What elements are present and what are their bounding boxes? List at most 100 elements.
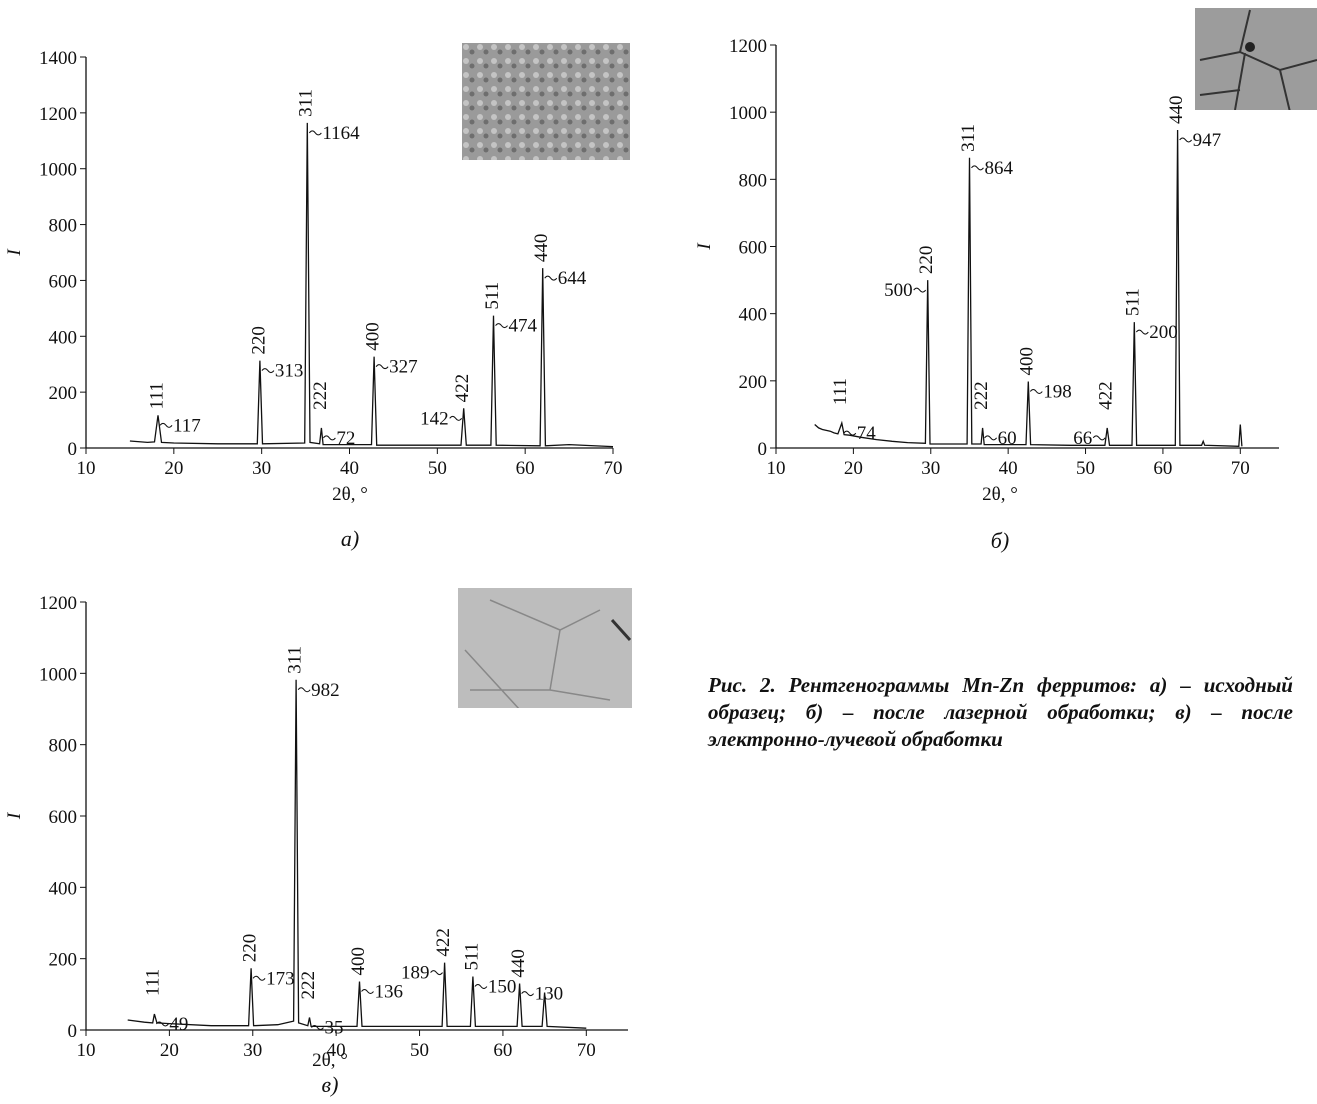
leader bbox=[474, 984, 488, 989]
x-tick-label: 70 bbox=[1231, 458, 1250, 479]
leader bbox=[521, 991, 534, 997]
leader bbox=[155, 1021, 169, 1027]
x-tick-label: 60 bbox=[493, 1040, 512, 1061]
peak-value: 136 bbox=[375, 981, 404, 1002]
peak-value: 74 bbox=[857, 423, 877, 444]
x-axis-title: 2θ, ° bbox=[332, 484, 368, 505]
leader bbox=[311, 1025, 324, 1031]
peak-value: 35 bbox=[324, 1018, 343, 1039]
peak-value: 66 bbox=[1073, 428, 1092, 449]
leader bbox=[544, 275, 558, 281]
peak-value: 49 bbox=[169, 1014, 188, 1035]
peak-value: 327 bbox=[389, 357, 418, 378]
spectrum-line bbox=[814, 129, 1243, 447]
panel-label: б) bbox=[991, 528, 1009, 553]
leader bbox=[449, 415, 463, 421]
panel-label: а) bbox=[341, 526, 359, 551]
peak-value: 864 bbox=[984, 158, 1013, 179]
peak-value: 200 bbox=[1149, 322, 1178, 343]
y-tick-label: 200 bbox=[739, 372, 768, 393]
y-tick-label: 600 bbox=[739, 238, 768, 259]
x-tick-label: 30 bbox=[252, 458, 271, 479]
peak-value: 189 bbox=[401, 963, 430, 984]
y-tick-label: 1000 bbox=[729, 103, 767, 124]
x-axis-title: 2θ, ° bbox=[312, 1050, 348, 1071]
leader bbox=[1029, 389, 1043, 394]
x-tick-label: 20 bbox=[164, 458, 183, 479]
hkl-label: 311 bbox=[296, 89, 317, 117]
y-axis-title: I bbox=[4, 811, 25, 820]
x-tick-label: 20 bbox=[160, 1040, 179, 1061]
peak-value: 313 bbox=[275, 361, 304, 382]
hkl-label: 422 bbox=[433, 928, 454, 957]
hkl-label: 422 bbox=[1096, 381, 1117, 410]
leader bbox=[159, 422, 173, 428]
leader bbox=[971, 165, 984, 171]
hkl-label: 440 bbox=[531, 234, 552, 263]
peak-value: 947 bbox=[1193, 130, 1222, 151]
x-tick-label: 10 bbox=[767, 458, 786, 479]
sem-inset bbox=[458, 8, 1317, 718]
peak-value: 117 bbox=[173, 415, 201, 436]
y-tick-label: 1200 bbox=[39, 104, 77, 125]
hkl-label: 311 bbox=[284, 646, 305, 674]
x-tick-label: 10 bbox=[77, 458, 96, 479]
peak-value: 500 bbox=[884, 280, 913, 301]
y-tick-label: 0 bbox=[68, 439, 78, 460]
y-tick-label: 0 bbox=[68, 1021, 78, 1042]
leader bbox=[375, 364, 389, 370]
hkl-label: 400 bbox=[362, 322, 383, 351]
y-tick-label: 1000 bbox=[39, 664, 77, 685]
y-tick-label: 400 bbox=[739, 305, 768, 326]
y-tick-label: 400 bbox=[49, 878, 78, 899]
hkl-label: 440 bbox=[1166, 95, 1187, 124]
x-axis-title: 2θ, ° bbox=[982, 484, 1018, 505]
leader bbox=[297, 687, 311, 693]
hkl-label: 422 bbox=[452, 374, 473, 403]
hkl-label: 511 bbox=[461, 943, 482, 971]
peak-value: 130 bbox=[535, 984, 564, 1005]
peak-value: 644 bbox=[558, 268, 587, 289]
leader bbox=[361, 988, 374, 994]
leader bbox=[322, 435, 336, 441]
y-axis-title: I bbox=[694, 242, 715, 251]
hkl-label: 222 bbox=[971, 381, 992, 410]
leader bbox=[1092, 435, 1106, 441]
x-tick-label: 70 bbox=[604, 458, 623, 479]
peak-value: 150 bbox=[488, 977, 517, 998]
y-tick-label: 600 bbox=[49, 807, 78, 828]
hkl-label: 220 bbox=[239, 934, 260, 963]
x-tick-label: 60 bbox=[1153, 458, 1172, 479]
hkl-label: 111 bbox=[830, 378, 851, 405]
x-tick-label: 50 bbox=[410, 1040, 429, 1061]
x-tick-label: 20 bbox=[844, 458, 863, 479]
y-tick-label: 800 bbox=[739, 170, 768, 191]
x-tick-label: 50 bbox=[1076, 458, 1095, 479]
y-tick-label: 400 bbox=[49, 327, 78, 348]
y-tick-label: 1400 bbox=[39, 48, 77, 69]
panel-label: в) bbox=[322, 1072, 339, 1097]
y-tick-label: 1000 bbox=[39, 160, 77, 181]
leader bbox=[843, 430, 857, 436]
hkl-label: 220 bbox=[916, 246, 937, 275]
peak-value: 60 bbox=[998, 428, 1017, 449]
x-tick-label: 50 bbox=[428, 458, 447, 479]
hkl-label: 511 bbox=[482, 282, 503, 310]
peak-value: 173 bbox=[266, 968, 295, 989]
peak-value: 198 bbox=[1043, 382, 1072, 403]
x-tick-label: 40 bbox=[999, 458, 1018, 479]
hkl-label: 511 bbox=[1123, 288, 1144, 316]
leader bbox=[308, 130, 322, 136]
hkl-label: 111 bbox=[146, 382, 167, 409]
peak-value: 474 bbox=[509, 316, 538, 337]
hkl-label: 220 bbox=[248, 326, 269, 355]
x-tick-label: 10 bbox=[77, 1040, 96, 1061]
caption: Рис. 2. Рентгенограммы Mn-Zn ферритов: а… bbox=[708, 673, 1293, 751]
x-tick-label: 70 bbox=[577, 1040, 596, 1061]
y-tick-label: 1200 bbox=[39, 593, 77, 614]
leader bbox=[913, 287, 927, 293]
spectrum-line bbox=[127, 679, 587, 1029]
x-tick-label: 30 bbox=[921, 458, 940, 479]
hkl-label: 311 bbox=[958, 124, 979, 152]
hkl-label: 440 bbox=[508, 949, 529, 978]
